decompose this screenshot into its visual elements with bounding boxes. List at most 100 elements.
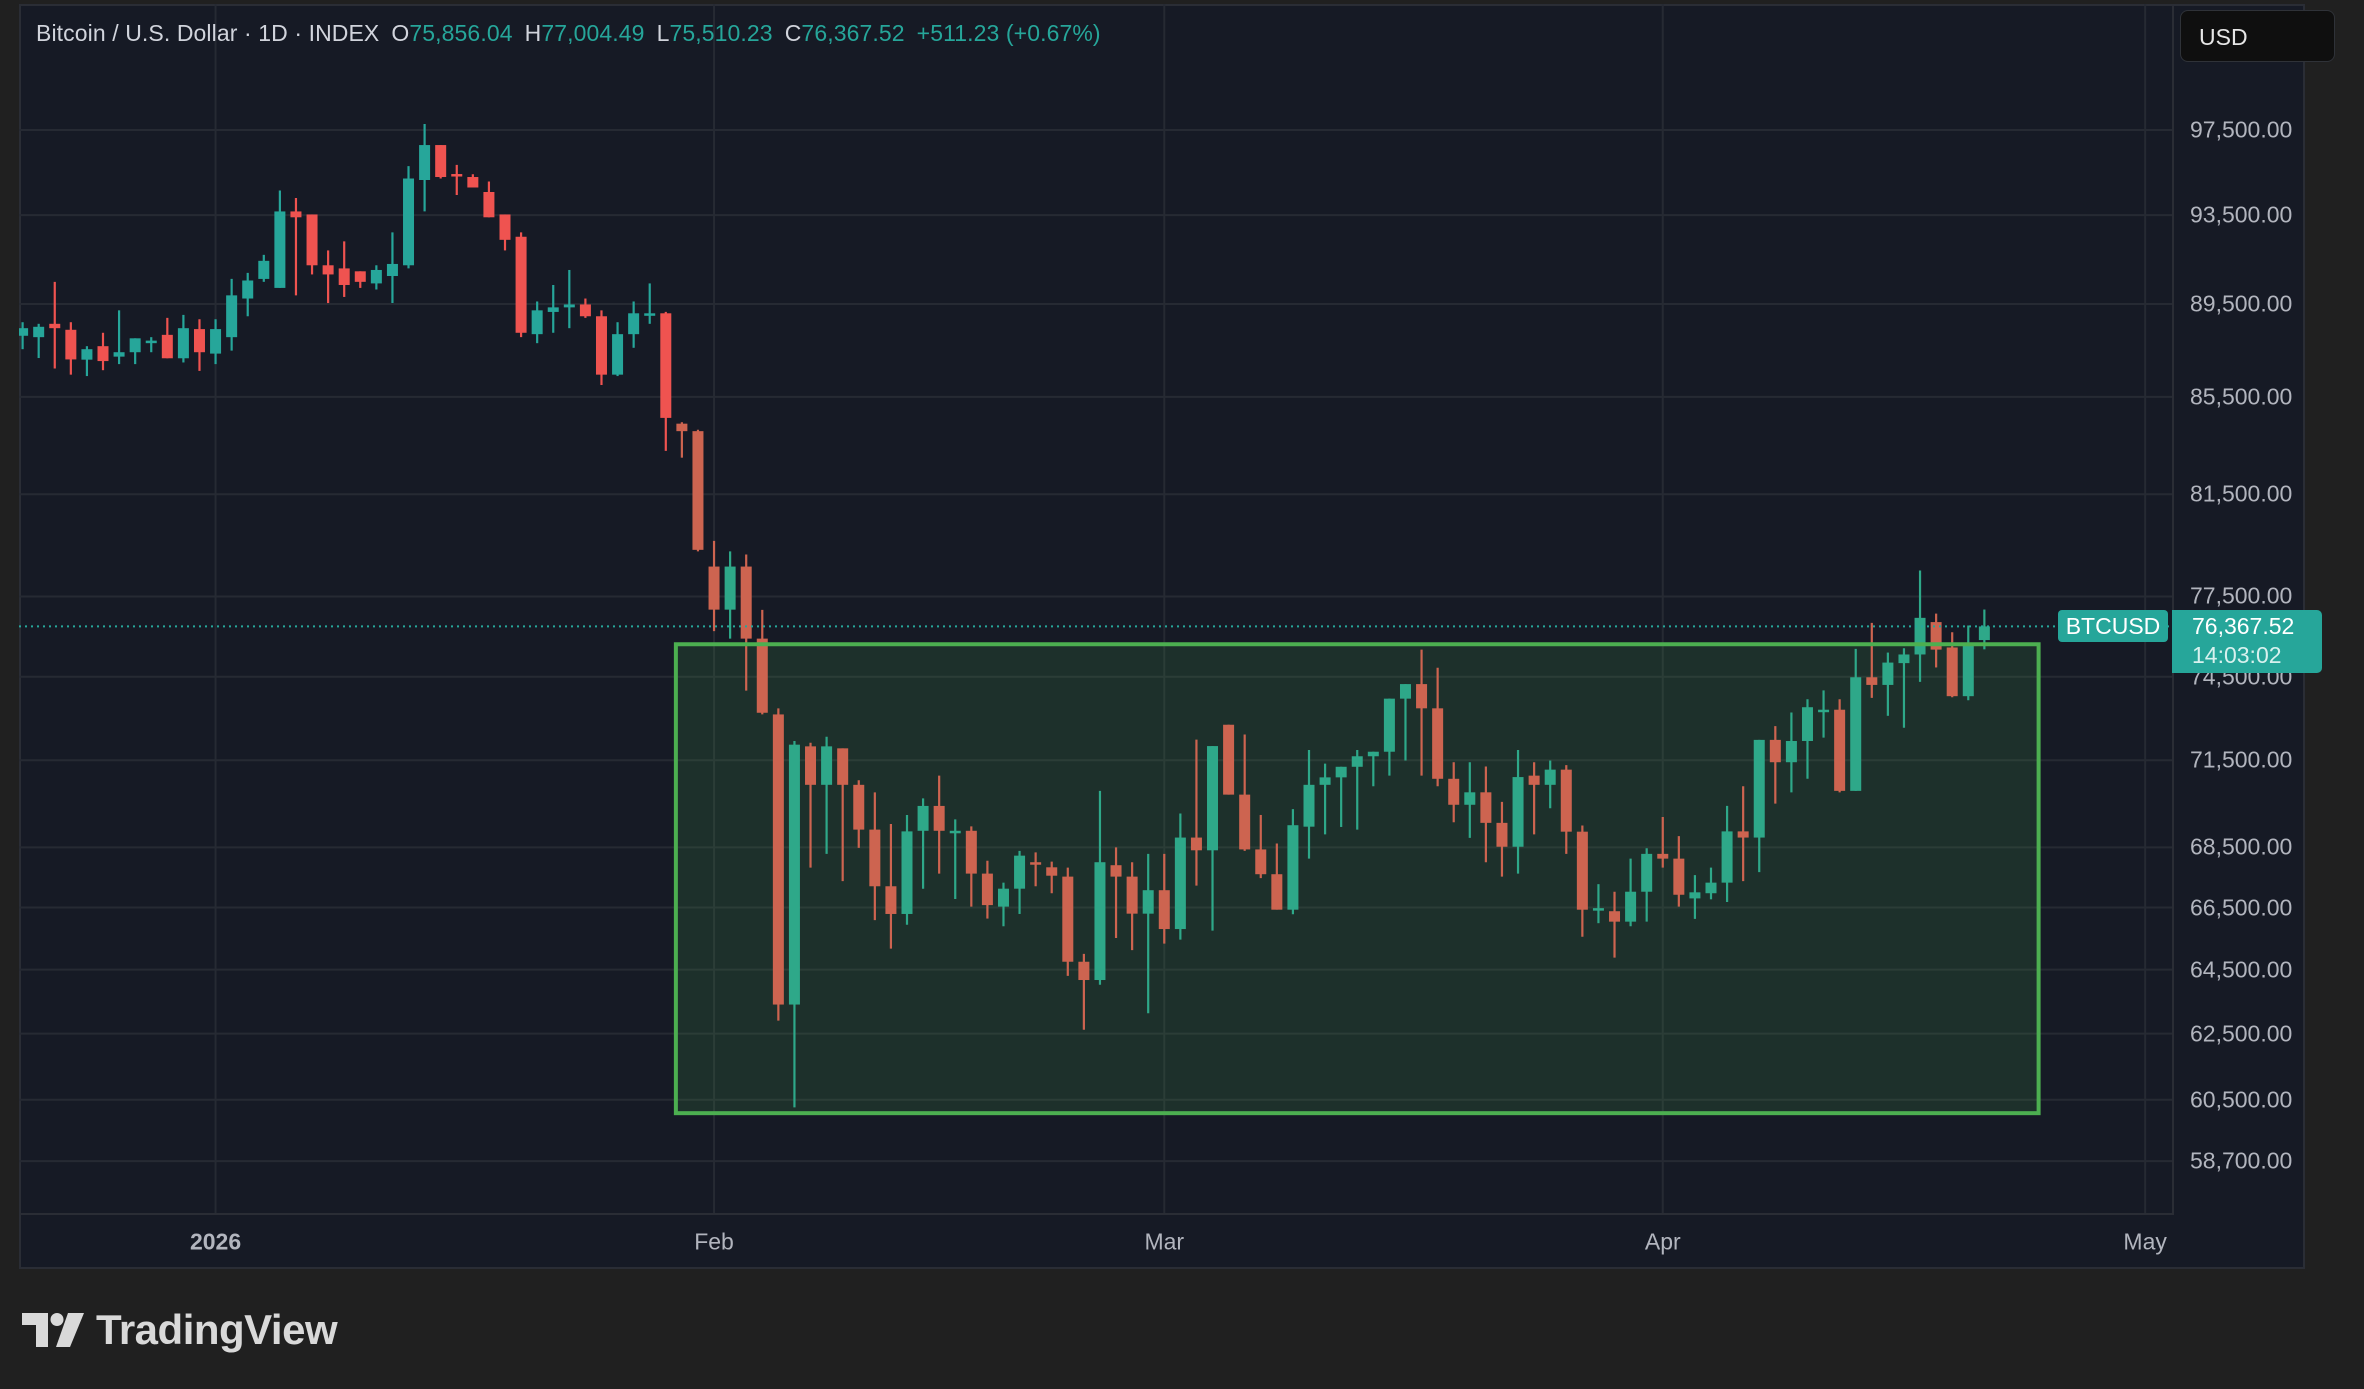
candle <box>113 310 125 365</box>
candle <box>531 301 543 344</box>
candle <box>1592 884 1604 924</box>
candle <box>1625 858 1637 927</box>
time-axis[interactable] <box>19 1213 2172 1269</box>
candle <box>1158 853 1170 944</box>
candle <box>1866 622 1878 698</box>
candle <box>1319 763 1331 835</box>
candle <box>1914 570 1926 682</box>
price-tick-label: 58,700.00 <box>2190 1147 2293 1174</box>
candle <box>1255 814 1267 879</box>
candle <box>612 322 624 377</box>
candle <box>1303 750 1315 859</box>
price-tick-label: 97,500.00 <box>2190 116 2293 143</box>
candle <box>708 540 720 632</box>
candle <box>19 322 29 350</box>
candle <box>1464 762 1476 838</box>
candle <box>483 181 495 218</box>
candle <box>1239 734 1251 851</box>
candle <box>933 775 945 874</box>
open-label: O <box>391 20 410 46</box>
candle <box>1753 739 1765 873</box>
candle <box>1705 867 1717 900</box>
symbol-title: Bitcoin / U.S. Dollar · 1D · INDEX <box>36 20 380 46</box>
candle <box>853 780 865 848</box>
candlestick-chart[interactable] <box>19 4 2172 1215</box>
candle <box>692 429 704 552</box>
candle <box>1834 699 1846 793</box>
candle <box>1287 809 1299 915</box>
candle <box>65 322 77 375</box>
candle <box>885 824 897 949</box>
candle <box>97 332 109 371</box>
candle <box>1383 698 1395 776</box>
candle <box>322 250 334 304</box>
candle <box>515 232 527 338</box>
price-tick-label: 71,500.00 <box>2190 746 2293 773</box>
price-tick-label: 68,500.00 <box>2190 833 2293 860</box>
price-tick-label: 77,500.00 <box>2190 582 2293 609</box>
candle <box>579 298 591 318</box>
candle <box>1030 852 1042 887</box>
time-tick-label: Mar <box>1144 1228 1185 1255</box>
candle <box>1399 684 1411 761</box>
candle <box>1190 739 1202 886</box>
tradingview-logo-icon <box>22 1313 84 1347</box>
candle <box>1271 843 1283 910</box>
price-tick-label: 66,500.00 <box>2190 894 2293 921</box>
high-label: H <box>524 20 542 46</box>
candle <box>1078 953 1090 1030</box>
candle <box>1962 625 1974 701</box>
price-tick-label: 93,500.00 <box>2190 201 2293 228</box>
candle <box>1657 817 1669 868</box>
candle <box>821 736 833 854</box>
currency-button[interactable]: USD <box>2180 10 2335 62</box>
candle <box>210 319 222 365</box>
price-axis[interactable] <box>2172 4 2307 1215</box>
candle <box>403 166 415 269</box>
candle <box>1560 765 1572 854</box>
candle <box>1785 712 1797 793</box>
candle <box>1014 850 1026 914</box>
high-value: 77,004.49 <box>541 20 645 46</box>
time-tick-label: Feb <box>694 1228 734 1255</box>
candle <box>997 882 1009 927</box>
candle <box>306 214 318 275</box>
candle <box>595 310 607 386</box>
chart-plot-area[interactable] <box>19 4 2172 1215</box>
price-tick-label: 62,500.00 <box>2190 1020 2293 1047</box>
candle <box>788 741 800 1108</box>
candle <box>1882 652 1894 716</box>
candle <box>949 819 961 900</box>
candle <box>1850 648 1862 791</box>
candle <box>1207 746 1219 931</box>
price-tick-label: 60,500.00 <box>2190 1086 2293 1113</box>
candle <box>1801 699 1813 779</box>
price-tick-label: 85,500.00 <box>2190 383 2293 410</box>
candle <box>1110 847 1122 939</box>
candle <box>676 422 688 458</box>
candle <box>1367 751 1379 787</box>
candle <box>1448 762 1460 823</box>
tradingview-logo[interactable]: TradingView <box>22 1305 338 1355</box>
candle <box>129 338 141 365</box>
candle <box>901 814 913 925</box>
candle <box>1689 875 1701 919</box>
candle <box>1062 867 1074 976</box>
price-tick-label: 89,500.00 <box>2190 290 2293 317</box>
candle <box>1126 862 1138 951</box>
candle <box>740 554 752 691</box>
last-price-value: 76,367.52 <box>2192 613 2295 640</box>
candle <box>81 346 93 377</box>
candle <box>563 269 575 329</box>
candle <box>965 826 977 907</box>
candle <box>1898 648 1910 728</box>
candle <box>435 145 447 179</box>
candle <box>1818 690 1830 738</box>
candle <box>1432 667 1444 787</box>
bar-countdown: 14:03:02 <box>2192 642 2282 669</box>
candle <box>290 198 302 296</box>
candle <box>1142 853 1154 1014</box>
candle <box>1946 632 1958 698</box>
candle <box>1528 762 1540 835</box>
candle <box>1416 649 1428 776</box>
